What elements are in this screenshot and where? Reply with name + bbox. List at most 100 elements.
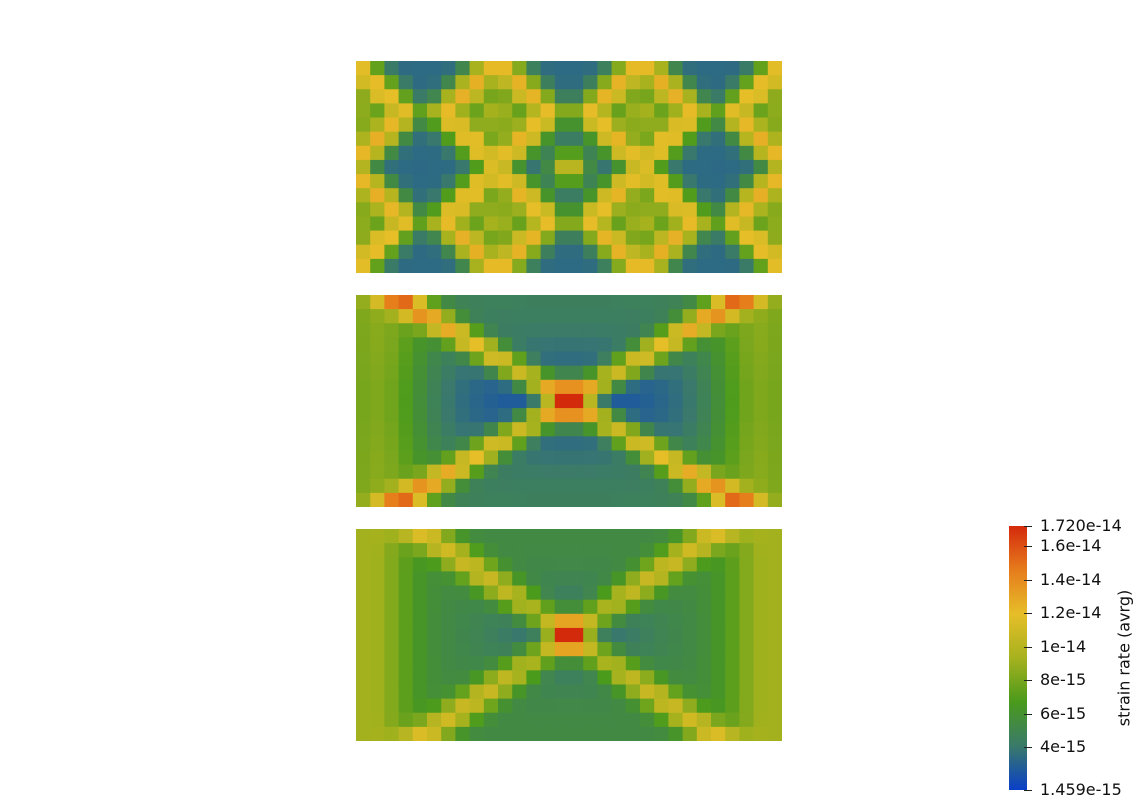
strain-cell bbox=[498, 258, 513, 273]
strain-cell bbox=[682, 670, 698, 686]
strain-cell bbox=[711, 627, 726, 643]
strain-cell bbox=[611, 726, 627, 741]
strain-cell bbox=[640, 393, 655, 409]
strain-cell bbox=[654, 656, 669, 671]
strain-cell bbox=[711, 557, 726, 572]
strain-cell bbox=[597, 726, 613, 741]
strain-cell bbox=[427, 422, 442, 437]
strain-cell bbox=[625, 145, 641, 161]
strain-cell bbox=[483, 642, 499, 657]
strain-cell bbox=[427, 627, 442, 643]
strain-cell bbox=[540, 244, 556, 260]
strain-cell bbox=[384, 174, 400, 189]
strain-cell bbox=[427, 131, 442, 147]
strain-cell bbox=[540, 599, 556, 615]
strain-cell bbox=[455, 670, 471, 686]
strain-cell bbox=[370, 613, 385, 629]
strain-cell bbox=[711, 309, 726, 324]
strain-cell bbox=[569, 698, 584, 714]
strain-cell bbox=[384, 131, 400, 147]
strain-cell bbox=[512, 117, 527, 133]
strain-cell bbox=[370, 557, 385, 572]
strain-cell bbox=[739, 393, 755, 409]
strain-cell bbox=[725, 656, 740, 671]
strain-cell bbox=[441, 627, 456, 643]
strain-cell bbox=[597, 258, 613, 273]
strain-cell bbox=[625, 408, 641, 423]
strain-cell bbox=[625, 712, 641, 728]
strain-cell bbox=[370, 712, 385, 728]
strain-cell bbox=[753, 698, 769, 714]
strain-cell bbox=[427, 103, 442, 119]
strain-cell bbox=[469, 393, 485, 409]
strain-cell bbox=[540, 379, 556, 395]
strain-cell bbox=[725, 492, 740, 507]
strain-cell bbox=[455, 131, 471, 147]
strain-cell bbox=[384, 627, 400, 643]
strain-cell bbox=[384, 230, 400, 246]
strain-cell bbox=[654, 464, 669, 480]
strain-cell bbox=[625, 244, 641, 260]
strain-cell bbox=[498, 75, 513, 90]
strain-cell bbox=[526, 393, 542, 409]
strain-cell bbox=[625, 627, 641, 643]
strain-cell bbox=[753, 450, 769, 466]
strain-cell bbox=[611, 117, 627, 133]
strain-cell bbox=[554, 145, 570, 161]
strain-cell bbox=[753, 61, 769, 76]
strain-cell bbox=[370, 230, 385, 246]
strain-cell bbox=[682, 393, 698, 409]
strain-cell bbox=[441, 131, 456, 147]
strain-cell bbox=[498, 450, 513, 466]
strain-cell bbox=[554, 89, 570, 104]
strain-cell bbox=[483, 159, 499, 175]
strain-cell bbox=[412, 684, 428, 700]
strain-cell bbox=[767, 75, 782, 90]
strain-cell bbox=[483, 492, 499, 507]
strain-cell bbox=[682, 571, 698, 587]
strain-cell bbox=[696, 492, 712, 507]
strain-cell bbox=[767, 351, 782, 367]
strain-cell bbox=[427, 571, 442, 587]
strain-cell bbox=[640, 337, 655, 353]
strain-cell bbox=[569, 670, 584, 686]
strain-cell bbox=[597, 216, 613, 232]
strain-cell bbox=[611, 131, 627, 147]
strain-cell bbox=[654, 712, 669, 728]
strain-cell bbox=[668, 712, 684, 728]
strain-cell bbox=[370, 422, 385, 437]
strain-cell bbox=[526, 712, 542, 728]
strain-cell bbox=[483, 599, 499, 615]
strain-cell bbox=[569, 230, 584, 246]
strain-cell bbox=[356, 188, 371, 203]
strain-cell bbox=[540, 422, 556, 437]
strain-cell bbox=[682, 450, 698, 466]
strain-cell bbox=[682, 230, 698, 246]
strain-cell bbox=[398, 450, 414, 466]
strain-cell bbox=[498, 599, 513, 615]
strain-cell bbox=[498, 585, 513, 601]
strain-cell bbox=[583, 295, 598, 310]
strain-cell bbox=[512, 557, 527, 572]
strain-cell bbox=[469, 365, 485, 381]
strain-cell bbox=[384, 188, 400, 203]
strain-cell bbox=[441, 202, 456, 218]
strain-cell bbox=[469, 244, 485, 260]
strain-cell bbox=[725, 323, 740, 338]
strain-cell bbox=[554, 408, 570, 423]
strain-cell bbox=[696, 712, 712, 728]
strain-cell bbox=[711, 642, 726, 657]
strain-cell bbox=[597, 656, 613, 671]
strain-cell bbox=[498, 436, 513, 452]
strain-cell bbox=[483, 244, 499, 260]
strain-cell bbox=[398, 684, 414, 700]
strain-cell bbox=[554, 585, 570, 601]
strain-cell bbox=[739, 230, 755, 246]
strain-cell bbox=[753, 159, 769, 175]
strain-cell bbox=[597, 75, 613, 90]
strain-cell bbox=[412, 585, 428, 601]
colorbar-tick-label: 4e-15 bbox=[1040, 737, 1087, 757]
strain-cell bbox=[441, 61, 456, 76]
strain-cell bbox=[640, 174, 655, 189]
strain-cell bbox=[725, 230, 740, 246]
